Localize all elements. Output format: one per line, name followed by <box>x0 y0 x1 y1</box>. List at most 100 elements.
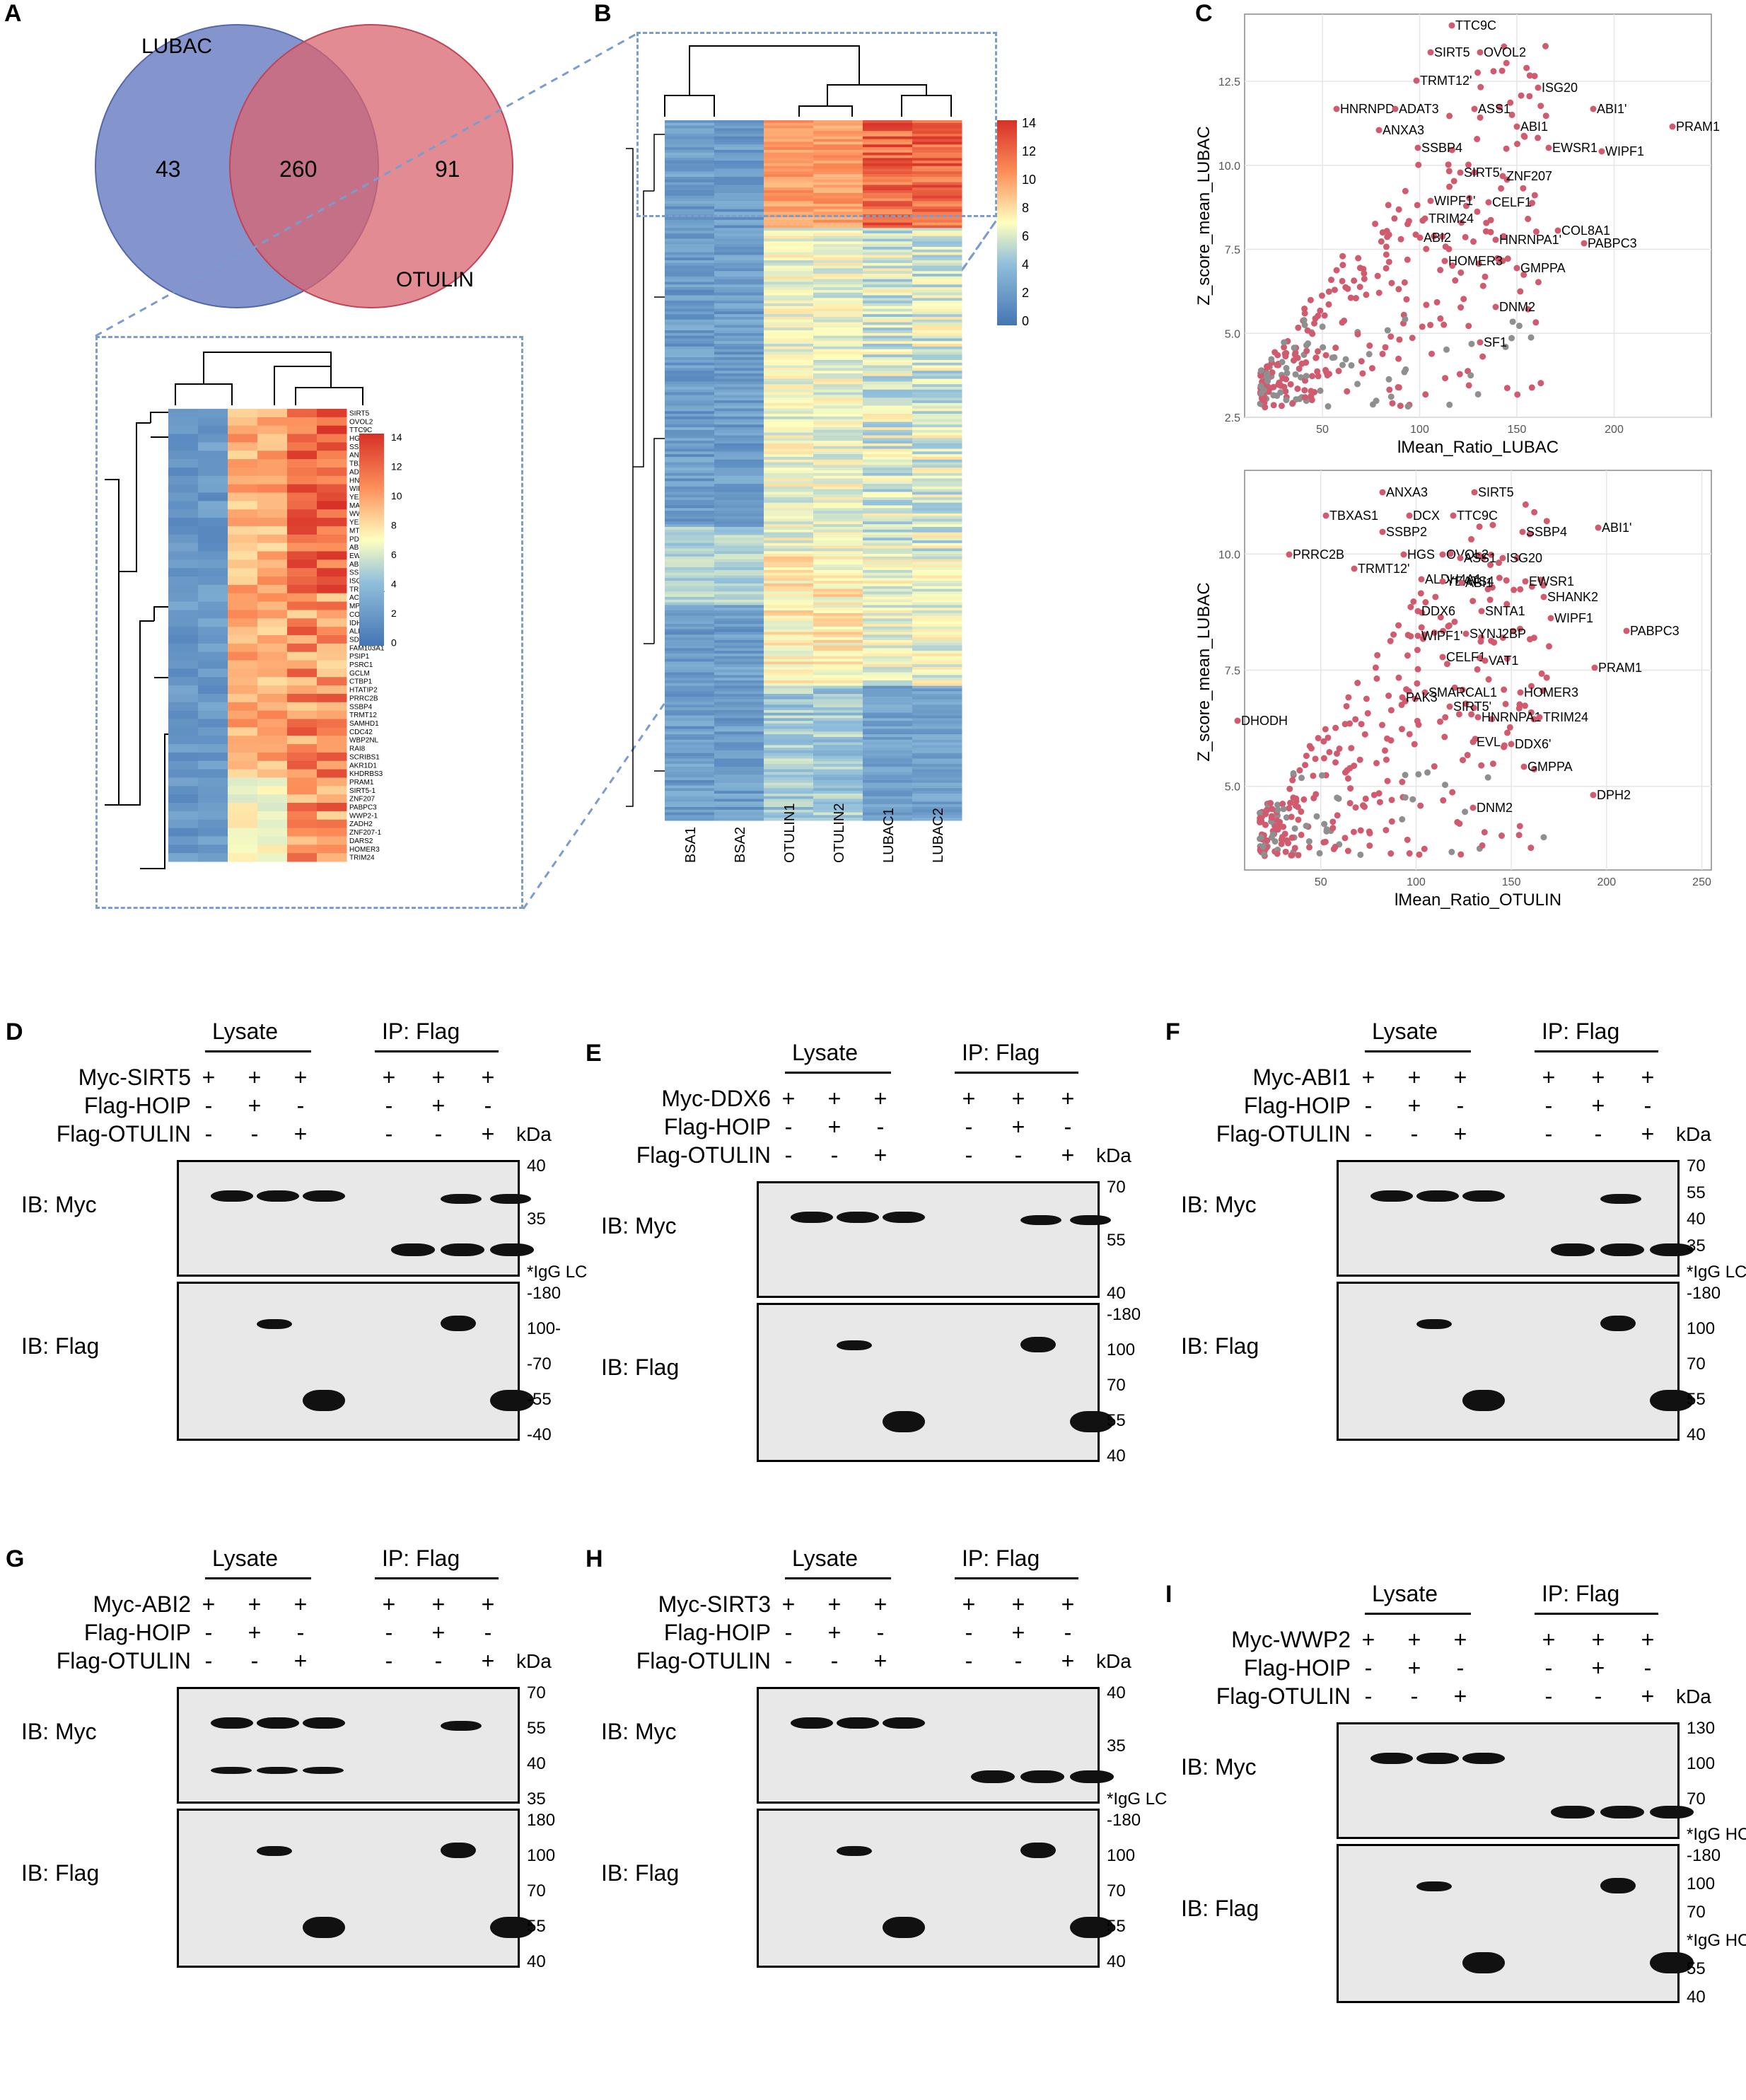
zoom-heat-cell <box>257 475 288 485</box>
main-heat-cell <box>665 161 715 164</box>
blot-flag <box>1337 1282 1694 1441</box>
main-heat-cell <box>863 163 913 167</box>
main-heat-cell <box>764 400 814 404</box>
main-heat-cell <box>813 346 863 350</box>
main-heat-cell <box>912 163 962 167</box>
lysate-underline <box>785 1577 891 1579</box>
main-heat-cell <box>665 564 715 568</box>
main-heat-cell <box>764 707 814 711</box>
zoom-heat-cell <box>198 736 228 745</box>
main-heat-cell <box>764 545 814 549</box>
main-heat-cell <box>813 629 863 632</box>
main-heat-cell <box>714 303 764 307</box>
main-heat-cell <box>714 174 764 178</box>
main-heat-cell <box>665 158 715 161</box>
main-heat-cell <box>912 204 962 207</box>
scatter-point <box>1503 59 1510 66</box>
main-heat-cell <box>714 231 764 234</box>
scatter-point <box>1395 384 1402 391</box>
scatter-point <box>1395 286 1402 293</box>
main-heat-cell <box>813 416 863 420</box>
scatter-gene-label: CELF1 <box>1446 650 1486 664</box>
sign-hoip-lane1: - <box>784 1114 793 1139</box>
main-heat-cell <box>912 494 962 498</box>
x-tick: 100 <box>1410 424 1429 436</box>
sign-myc-lane6: + <box>481 1591 495 1617</box>
scatter-point <box>1474 666 1481 673</box>
main-heat-cell <box>665 306 715 310</box>
marker-flag: -180 <box>527 1284 561 1303</box>
main-heat-cell <box>813 481 863 485</box>
scatter-point <box>1302 762 1309 769</box>
main-heat-cell <box>665 492 715 495</box>
zoom-heat-cell <box>198 643 228 653</box>
scatter-point <box>1401 369 1408 376</box>
main-heat-cell <box>665 152 715 156</box>
sign-otulin-lane3: + <box>1453 1121 1467 1147</box>
main-heat-cell <box>912 161 962 164</box>
main-heat-cell <box>813 508 863 511</box>
main-heat-cell <box>665 359 715 364</box>
main-heat-cell <box>714 416 764 420</box>
main-heat-cell <box>912 306 962 310</box>
scatter-point <box>1372 220 1379 227</box>
main-heat-cell <box>665 271 715 274</box>
ib-myc-label: IB: Myc <box>21 1719 97 1744</box>
main-heat-cell <box>764 392 814 395</box>
main-heat-cell <box>912 801 962 805</box>
ib-flag-label: IB: Flag <box>601 1354 680 1380</box>
scatter-point <box>1387 737 1395 744</box>
main-heat-cell <box>863 621 913 625</box>
main-heat-cell <box>912 279 962 282</box>
main-heat-cell <box>665 246 715 250</box>
main-heat-cell <box>863 201 913 204</box>
scatter-gene-label: TBXAS1 <box>1329 509 1378 523</box>
blot-flag <box>757 1303 1114 1462</box>
zoom-heat-cell <box>198 459 228 468</box>
main-heat-cell <box>863 402 913 407</box>
zoom-heat-cell <box>228 475 258 485</box>
main-heat-cell <box>912 206 962 210</box>
scatter-point <box>1517 586 1524 593</box>
zoom-legend-tick: 8 <box>391 520 397 531</box>
main-heat-cell <box>863 419 913 422</box>
main-heat-cell <box>665 236 715 240</box>
scatter-point <box>1403 296 1410 303</box>
zoom-heat-cell <box>198 635 228 644</box>
main-heat-cell <box>665 462 715 465</box>
main-heat-cell <box>912 149 962 153</box>
main-heat-cell <box>714 656 764 660</box>
main-heat-cell <box>813 596 863 601</box>
main-heat-cell <box>714 775 764 778</box>
main-heat-cell <box>912 782 962 786</box>
band-flag-hoip-ip <box>1600 1878 1636 1893</box>
zoom-gene-label: SCRIBS1 <box>349 753 380 761</box>
scatter-point <box>1456 371 1463 378</box>
main-heat-cell <box>764 535 814 538</box>
zoom-heat-cell <box>287 618 318 627</box>
scatter-point <box>1395 355 1402 362</box>
main-heat-cell <box>912 359 962 364</box>
main-heat-cell <box>863 554 913 557</box>
main-heat-cell <box>714 696 764 700</box>
scatter-point <box>1385 231 1392 238</box>
scatter-point <box>1528 384 1535 391</box>
main-heat-cell <box>912 554 962 557</box>
zoom-gene-label: SIRT5-1 <box>349 787 376 795</box>
main-heat-cell <box>863 629 913 632</box>
scatter-point <box>1344 847 1351 854</box>
scatter-point <box>1284 837 1291 844</box>
zoom-heat-cell <box>168 853 199 862</box>
main-heat-cell <box>813 484 863 487</box>
main-heat-cell <box>863 651 913 654</box>
main-heat-cell <box>714 764 764 767</box>
sign-myc-lane2: + <box>1407 1627 1421 1652</box>
kda-label: kDa <box>1676 1123 1711 1145</box>
band-myc-lysate <box>1370 1190 1413 1202</box>
band-myc-lysate <box>211 1190 253 1202</box>
main-heat-cell <box>665 801 715 805</box>
zoom-gene-label: MPST <box>349 603 369 610</box>
zoom-heat-cell <box>317 794 347 804</box>
main-heat-cell <box>764 386 814 390</box>
scatter-point <box>1283 397 1290 404</box>
